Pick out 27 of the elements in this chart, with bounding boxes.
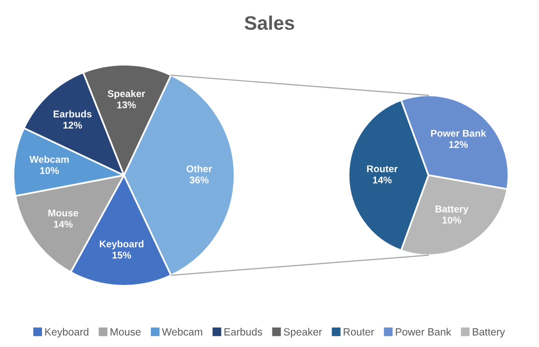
slice-label: Power Bank	[431, 130, 486, 137]
legend-label: Speaker	[284, 328, 322, 338]
data-label: 36%	[190, 176, 209, 184]
data-label: 14%	[54, 220, 73, 228]
slice-label: Earbuds	[54, 110, 92, 118]
legend-label: Router	[344, 328, 374, 336]
legend-label: Webcam	[162, 328, 202, 336]
data-label: 15%	[112, 252, 132, 259]
data-label: 12%	[63, 122, 82, 129]
data-label: 12%	[449, 141, 468, 148]
slice-label: Keyboard	[100, 240, 144, 250]
slice-label: Speaker	[108, 90, 146, 100]
slice-label: Battery	[436, 206, 468, 214]
slice-label: Router	[367, 165, 398, 172]
data-label: 14%	[373, 176, 392, 184]
legend-label: Mouse	[110, 328, 141, 336]
legend-label: Earbuds	[224, 328, 262, 336]
slice-label: Other	[186, 165, 212, 172]
data-label: 10%	[442, 216, 462, 224]
slice-label: Webcam	[29, 156, 69, 163]
data-label: 13%	[117, 101, 136, 108]
legend-label: Keyboard	[45, 328, 88, 338]
legend-label: Battery	[472, 328, 505, 338]
slice-label: Mouse	[48, 210, 78, 216]
data-label: 10%	[40, 167, 59, 174]
chart-title: Sales	[244, 16, 294, 30]
category-label: Power Bank	[396, 328, 452, 336]
